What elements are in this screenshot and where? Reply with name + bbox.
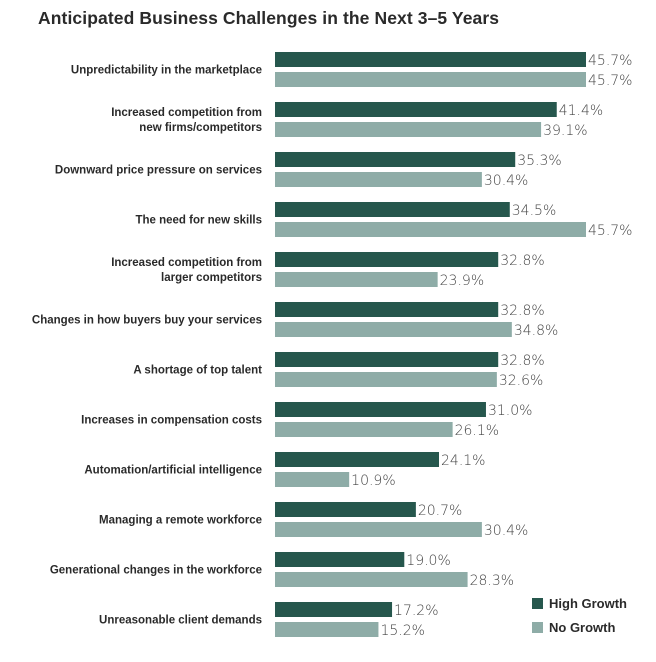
category-label: Unreasonable client demands: [99, 615, 262, 627]
data-label: 30.4%: [484, 173, 528, 189]
no-growth-bar: [275, 422, 453, 437]
high-growth-bar: [275, 152, 516, 167]
category-label: Managing a remote workforce: [99, 515, 262, 527]
legend-swatch: [532, 622, 543, 633]
category-label: Increased competition from larger competi…: [111, 257, 262, 284]
high-growth-bar: [275, 552, 405, 567]
category-label: A shortage of top talent: [133, 365, 262, 377]
chart-title: Anticipated Business Challenges in the N…: [38, 8, 500, 28]
no-growth-bar: [275, 122, 542, 137]
data-label: 32.8%: [500, 353, 544, 369]
data-label: 19.0%: [406, 553, 450, 569]
category-label: Changes in how buyers buy your services: [32, 315, 262, 327]
legend-label: High Growth: [549, 596, 627, 611]
high-growth-bar: [275, 102, 557, 117]
data-label: 32.8%: [500, 253, 544, 269]
no-growth-bar: [275, 272, 438, 287]
data-label: 45.7%: [588, 53, 632, 69]
no-growth-bar: [275, 622, 379, 637]
high-growth-bar: [275, 502, 416, 517]
data-label: 34.8%: [514, 323, 558, 339]
legend-label: No Growth: [549, 620, 615, 635]
no-growth-bar: [275, 572, 468, 587]
data-label: 45.7%: [588, 73, 632, 89]
legend-swatch: [532, 598, 543, 609]
data-label: 30.4%: [484, 523, 528, 539]
category-label: The need for new skills: [135, 215, 262, 227]
data-label: 35.3%: [517, 153, 561, 169]
category-label: Unpredictability in the marketplace: [71, 65, 262, 77]
high-growth-bar: [275, 202, 510, 217]
no-growth-bar: [275, 72, 586, 87]
high-growth-bar: [275, 402, 486, 417]
data-label: 10.9%: [351, 473, 395, 489]
data-label: 31.0%: [488, 403, 532, 419]
category-label: Increases in compensation costs: [81, 415, 262, 427]
data-label: 15.2%: [380, 623, 424, 639]
data-label: 26.1%: [455, 423, 499, 439]
data-label: 32.8%: [500, 303, 544, 319]
no-growth-bar: [275, 372, 497, 387]
no-growth-bar: [275, 472, 350, 487]
category-label: Generational changes in the workforce: [50, 565, 262, 577]
data-label: 41.4%: [559, 103, 603, 119]
no-growth-bar: [275, 322, 512, 337]
no-growth-bar: [275, 172, 482, 187]
high-growth-bar: [275, 352, 499, 367]
data-label: 20.7%: [418, 503, 462, 519]
high-growth-bar: [275, 602, 393, 617]
category-label: Automation/artificial intelligence: [84, 465, 262, 477]
high-growth-bar: [275, 252, 499, 267]
data-label: 17.2%: [394, 603, 438, 619]
high-growth-bar: [275, 452, 440, 467]
data-label: 23.9%: [440, 273, 484, 289]
data-label: 32.6%: [499, 373, 543, 389]
no-growth-bar: [275, 522, 482, 537]
no-growth-bar: [275, 222, 586, 237]
data-label: 34.5%: [512, 203, 556, 219]
category-label: Downward price pressure on services: [55, 165, 262, 177]
high-growth-bar: [275, 52, 586, 67]
data-label: 24.1%: [441, 453, 485, 469]
data-label: 39.1%: [543, 123, 587, 139]
category-label: Increased competition from new firms/comp…: [111, 107, 262, 134]
high-growth-bar: [275, 302, 499, 317]
data-label: 28.3%: [470, 573, 514, 589]
data-label: 45.7%: [588, 223, 632, 239]
